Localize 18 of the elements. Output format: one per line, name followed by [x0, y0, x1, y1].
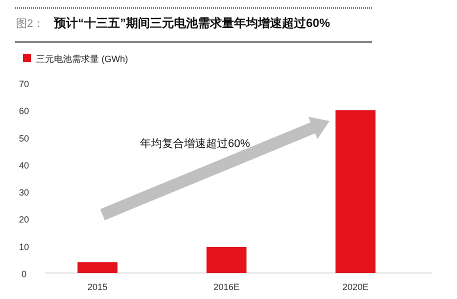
y-tick-label: 40: [18, 160, 30, 170]
chart-title: 预计“十三五”期间三元电池需求量年均增速超过60%: [53, 16, 330, 30]
x-tick-label: 2015: [87, 282, 108, 292]
y-tick-label: 70: [18, 79, 30, 89]
x-tick-label: 2020E: [342, 282, 369, 292]
y-tick-label: 50: [18, 133, 30, 144]
y-tick-label: 20: [18, 214, 30, 225]
annotation: 年均复合增速超过60%: [140, 137, 250, 150]
y-tick-label: 60: [18, 106, 30, 116]
bar: [206, 246, 246, 273]
caption: 图2：: [16, 18, 44, 30]
y-tick-label: 0: [21, 269, 27, 279]
legend-label: 三元电池需求量 (GWh): [36, 54, 128, 64]
y-tick-label: 30: [18, 188, 30, 198]
x-tick-label: 2016E: [213, 282, 240, 292]
bar: [336, 110, 376, 273]
bar: [78, 262, 118, 273]
y-tick-label: 10: [18, 242, 30, 252]
